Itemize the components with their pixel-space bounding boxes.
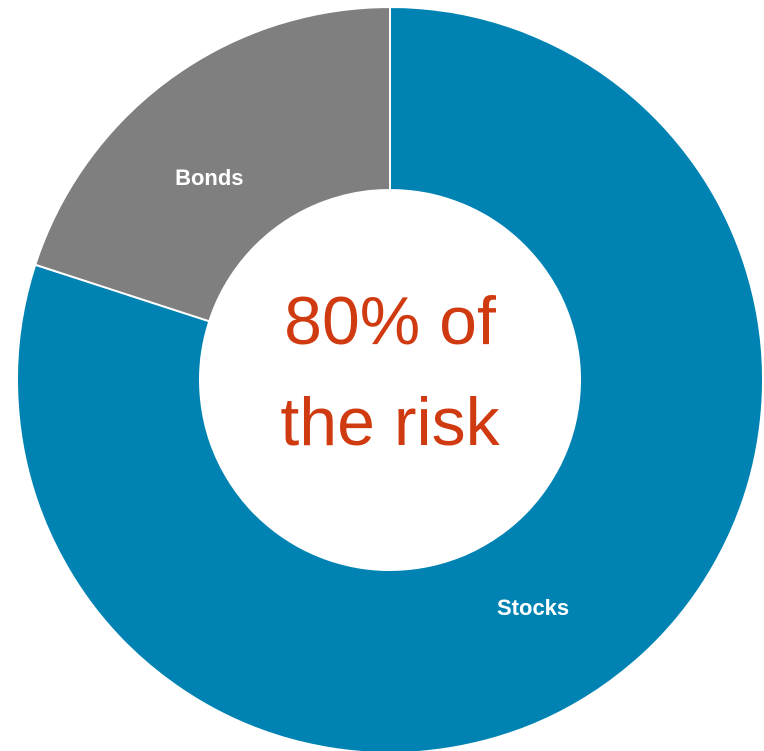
donut-slices <box>16 5 764 751</box>
center-text-line-2: the risk <box>280 384 500 460</box>
center-text-line-1: 80% of <box>284 283 496 359</box>
slice-labels: Stocks Bonds <box>175 165 569 620</box>
slice-stocks <box>16 5 764 751</box>
slice-bonds <box>33 5 391 323</box>
slice-label-bonds: Bonds <box>175 165 243 190</box>
slice-label-stocks: Stocks <box>497 595 569 620</box>
